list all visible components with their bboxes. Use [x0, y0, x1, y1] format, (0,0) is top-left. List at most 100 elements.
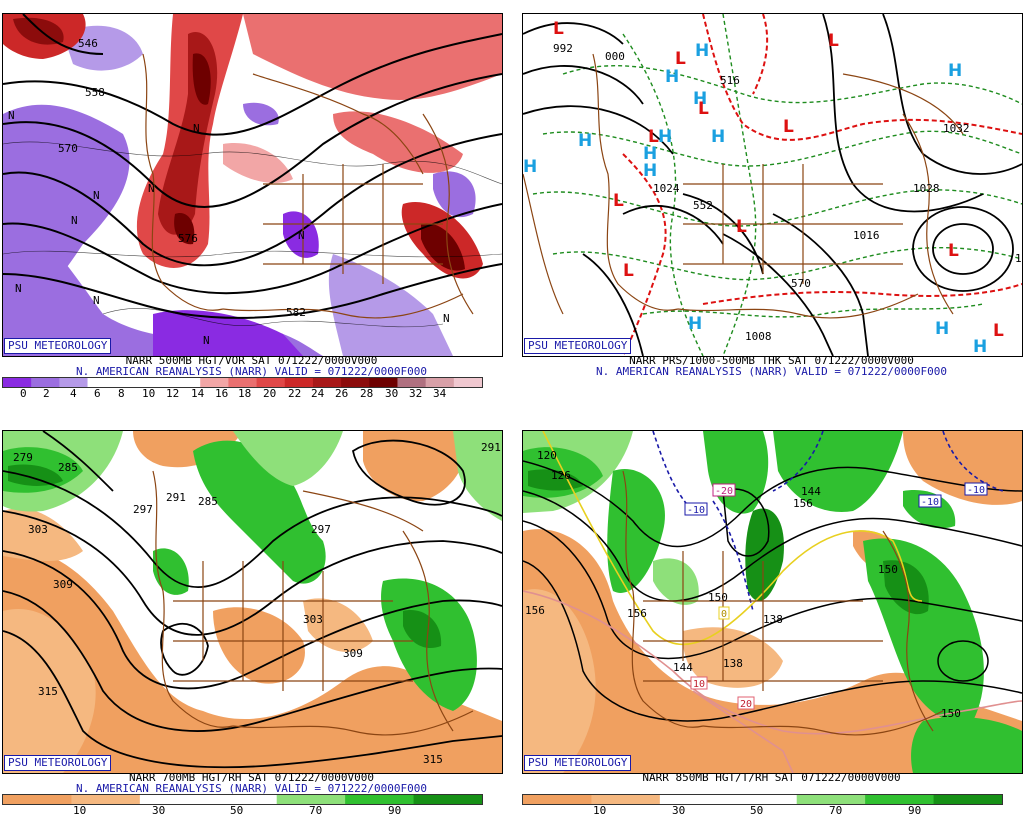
colorbar-swatch [87, 378, 117, 387]
colorbar-swatch [59, 378, 89, 387]
panel-850mb-temp-rh: 126 120 156 150 144 138 138 150 156 150 … [520, 417, 1023, 817]
low-pressure-marker: L [648, 127, 659, 147]
colorbar-tick-label: 6 [94, 387, 101, 400]
colorbar-tick-label: 50 [750, 804, 764, 817]
panel-500mb-vorticity: 546 558 570 576 582 N N N N N N N N N N … [0, 0, 503, 400]
contour-label: 156 [525, 604, 545, 617]
contour-label: 570 [58, 142, 78, 155]
colorbar [522, 794, 1003, 805]
contour-label: 582 [286, 306, 306, 319]
high-pressure-marker: H [658, 127, 672, 147]
colorbar-swatch [3, 378, 32, 387]
contour-label: 138 [763, 613, 783, 626]
contour-label: 285 [198, 495, 218, 508]
colorbar-tick-label: 22 [288, 387, 302, 400]
temperature-label: -10 [921, 497, 939, 508]
colorbar-swatch [728, 795, 798, 804]
colorbar-swatch [200, 378, 229, 387]
contour-label: 309 [53, 578, 73, 591]
colorbar-swatch [172, 378, 201, 387]
contour-label: 558 [85, 86, 105, 99]
colorbar-tick-label: 26 [335, 387, 349, 400]
temperature-label: 20 [740, 699, 752, 710]
colorbar-tick-label: 20 [263, 387, 277, 400]
contour-label: 120 [537, 449, 557, 462]
panel-pressure-thickness: H H H H H H H H H H H H H L L L L L L [520, 0, 1023, 400]
colorbar-swatch [341, 378, 370, 387]
contour-label: 144 [801, 485, 821, 498]
colorbar-tick-label: 70 [309, 804, 323, 817]
colorbar-tick-label: 30 [152, 804, 166, 817]
colorbar-swatch [3, 795, 72, 804]
colorbar-swatch [71, 795, 141, 804]
contour-label: 315 [38, 685, 58, 698]
colorbar-swatch [276, 795, 346, 804]
contour-label: 516 [720, 74, 740, 87]
colorbar-swatch [143, 378, 173, 387]
colorbar-tick-label: 8 [118, 387, 125, 400]
n-marker: N [193, 122, 200, 135]
contour-label: 315 [423, 753, 443, 766]
colorbar-tick-label: 90 [908, 804, 922, 817]
n-marker: N [203, 334, 210, 347]
colorbar-tick-label: 32 [409, 387, 423, 400]
panel-title: NARR 700MB HGT/RH SAT 071222/0000V000 [128, 771, 375, 784]
colorbar-swatch [425, 378, 455, 387]
map-frame: 546 558 570 576 582 N N N N N N N N N N [2, 13, 503, 357]
high-pressure-marker: H [973, 337, 987, 356]
colorbar-swatch [865, 795, 935, 804]
colorbar-swatch [208, 795, 278, 804]
contour-label: 138 [723, 657, 743, 670]
contour-label: 291 [481, 441, 501, 454]
n-marker: N [298, 229, 305, 242]
n-marker: N [8, 109, 15, 122]
colorbar-swatch [453, 378, 482, 387]
colorbar-swatch [256, 378, 286, 387]
colorbar-swatch [369, 378, 398, 387]
colorbar-tick-label: 10 [73, 804, 87, 817]
contour-label: 303 [303, 613, 323, 626]
colorbar-tick-label: 24 [311, 387, 325, 400]
colorbar-swatch [523, 795, 592, 804]
high-pressure-marker: H [948, 61, 962, 81]
n-marker: N [148, 182, 155, 195]
psu-meteorology-label: PSU METEOROLOGY [4, 755, 112, 771]
n-marker: N [71, 214, 78, 227]
rh700-map: 279 285 291 297 303 309 285 297 303 309 … [3, 431, 502, 773]
contour-label: 291 [166, 491, 186, 504]
colorbar [2, 377, 483, 388]
contour-label: 546 [78, 37, 98, 50]
high-pressure-marker: H [695, 41, 709, 61]
contour-label: 156 [793, 497, 813, 510]
panel-title: NARR 500MB HGT/VOR SAT 071222/0000V000 [125, 354, 378, 367]
colorbar-swatch [312, 378, 342, 387]
colorbar-swatch [796, 795, 866, 804]
contour-label: 1032 [943, 122, 970, 135]
contour-label: 297 [311, 523, 331, 536]
map-frame: 126 120 156 150 144 138 138 150 156 150 … [522, 430, 1023, 774]
colorbar-swatch [659, 795, 729, 804]
colorbar-tick-label: 34 [433, 387, 447, 400]
low-pressure-marker: L [613, 191, 624, 211]
high-pressure-marker: H [578, 131, 592, 151]
colorbar-tick-label: 0 [20, 387, 27, 400]
vorticity-map: 546 558 570 576 582 N N N N N N N N N N [3, 14, 502, 356]
temperature-label: 10 [693, 679, 705, 690]
colorbar-swatch [228, 378, 258, 387]
contour-label: 150 [941, 707, 961, 720]
colorbar-tick-label: 10 [142, 387, 156, 400]
colorbar-swatch [345, 795, 415, 804]
low-pressure-marker: L [675, 49, 686, 69]
psu-meteorology-label: PSU METEOROLOGY [524, 338, 632, 354]
contour-label: 1 [1015, 252, 1022, 265]
contour-label: 1016 [853, 229, 880, 242]
contour-label: 156 [627, 607, 647, 620]
low-pressure-marker: L [783, 117, 794, 137]
rh850-map: 126 120 156 150 144 138 138 150 156 150 … [523, 431, 1022, 773]
colorbar-swatch [397, 378, 427, 387]
colorbar [2, 794, 483, 805]
high-pressure-marker: H [643, 161, 657, 181]
contour-label: 297 [133, 503, 153, 516]
map-frame: 279 285 291 297 303 309 285 297 303 309 … [2, 430, 503, 774]
contour-label: 1024 [653, 182, 680, 195]
